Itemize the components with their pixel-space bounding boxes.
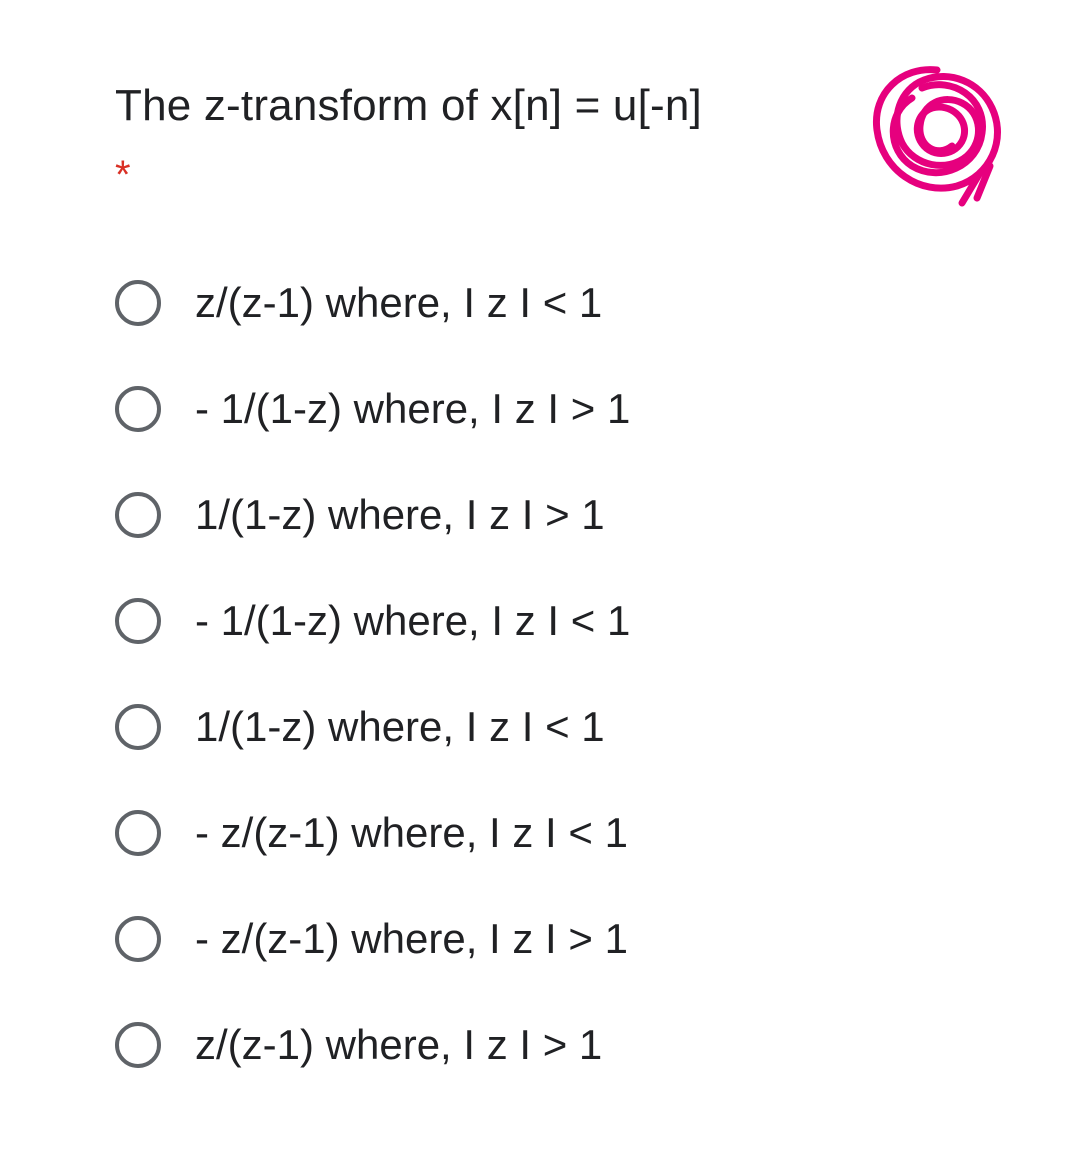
radio-icon[interactable]: [115, 704, 161, 750]
option-6[interactable]: - z/(z-1) where, I z I > 1: [115, 915, 965, 963]
option-3[interactable]: - 1/(1-z) where, I z I < 1: [115, 597, 965, 645]
radio-icon[interactable]: [115, 386, 161, 432]
option-label: - z/(z-1) where, I z I < 1: [195, 809, 628, 857]
handwritten-scribble-icon: [862, 58, 1012, 208]
option-label: - z/(z-1) where, I z I > 1: [195, 915, 628, 963]
radio-icon[interactable]: [115, 492, 161, 538]
option-7[interactable]: z/(z-1) where, I z I > 1: [115, 1021, 965, 1069]
option-label: - 1/(1-z) where, I z I < 1: [195, 597, 630, 645]
option-label: z/(z-1) where, I z I < 1: [195, 279, 602, 327]
question-text: The z-transform of x[n] = u[-n]: [115, 81, 702, 130]
radio-icon[interactable]: [115, 280, 161, 326]
option-label: - 1/(1-z) where, I z I > 1: [195, 385, 630, 433]
radio-icon[interactable]: [115, 916, 161, 962]
option-label: 1/(1-z) where, I z I < 1: [195, 703, 605, 751]
option-1[interactable]: - 1/(1-z) where, I z I > 1: [115, 385, 965, 433]
option-label: 1/(1-z) where, I z I > 1: [195, 491, 605, 539]
question-text-block: The z-transform of x[n] = u[-n] *: [115, 80, 965, 199]
radio-icon[interactable]: [115, 810, 161, 856]
question-card: The z-transform of x[n] = u[-n] * z/(z-1…: [0, 0, 1080, 1167]
option-0[interactable]: z/(z-1) where, I z I < 1: [115, 279, 965, 327]
radio-icon[interactable]: [115, 1022, 161, 1068]
option-label: z/(z-1) where, I z I > 1: [195, 1021, 602, 1069]
required-asterisk: *: [115, 151, 965, 199]
option-2[interactable]: 1/(1-z) where, I z I > 1: [115, 491, 965, 539]
options-list: z/(z-1) where, I z I < 1 - 1/(1-z) where…: [115, 279, 965, 1069]
option-4[interactable]: 1/(1-z) where, I z I < 1: [115, 703, 965, 751]
radio-icon[interactable]: [115, 598, 161, 644]
option-5[interactable]: - z/(z-1) where, I z I < 1: [115, 809, 965, 857]
